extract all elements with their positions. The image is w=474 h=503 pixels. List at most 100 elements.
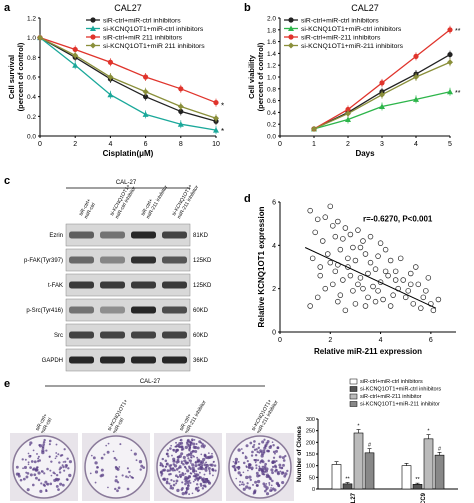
colony xyxy=(161,457,165,461)
colony xyxy=(45,449,48,452)
colony xyxy=(169,447,172,450)
colony xyxy=(140,464,144,468)
colony xyxy=(103,453,106,456)
colony xyxy=(191,463,195,467)
colony xyxy=(42,440,46,444)
colony xyxy=(66,457,69,460)
colony xyxy=(245,475,249,480)
colony xyxy=(164,465,168,468)
colony xyxy=(178,445,181,448)
scatter-point xyxy=(350,288,356,294)
colony xyxy=(253,440,256,443)
colony xyxy=(128,470,131,474)
colony xyxy=(276,446,280,450)
colony xyxy=(116,467,120,471)
scatter-point xyxy=(420,294,427,301)
colony xyxy=(250,466,254,470)
colony xyxy=(54,457,57,460)
colony xyxy=(193,455,195,458)
colony xyxy=(50,460,53,463)
colony xyxy=(194,449,198,454)
colony xyxy=(235,477,238,480)
colony xyxy=(277,484,281,488)
colony xyxy=(184,482,187,486)
data-point xyxy=(143,74,149,80)
colony xyxy=(189,468,192,471)
colony xyxy=(192,468,196,472)
colony xyxy=(281,456,285,460)
scatter-point xyxy=(350,244,356,251)
colony xyxy=(138,460,143,464)
colony xyxy=(159,464,162,467)
colony xyxy=(175,441,177,444)
colony xyxy=(186,453,190,457)
scatter-point xyxy=(307,303,313,309)
scatter-point xyxy=(362,251,369,257)
panel-letter: e xyxy=(4,378,10,390)
colony xyxy=(263,484,267,488)
legend-marker xyxy=(90,17,96,23)
colony xyxy=(214,469,217,472)
colony xyxy=(208,472,211,475)
scatter-point xyxy=(402,294,409,301)
colony xyxy=(191,492,194,495)
colony xyxy=(234,469,237,472)
colony xyxy=(112,450,115,453)
colony xyxy=(266,440,270,443)
significance-mark: * xyxy=(357,424,360,430)
colony xyxy=(177,460,180,464)
significance-mark: # xyxy=(438,446,442,452)
blot-band xyxy=(100,281,125,289)
colony xyxy=(94,461,98,465)
colony xyxy=(245,465,248,467)
colony xyxy=(37,478,41,482)
data-point xyxy=(178,86,184,92)
colony xyxy=(68,473,72,478)
colony xyxy=(202,484,205,487)
panel-letter: c xyxy=(4,175,10,187)
scatter-point xyxy=(345,264,351,270)
colony xyxy=(40,470,43,472)
y-tick-label: 0.8 xyxy=(27,55,36,62)
scatter-point xyxy=(362,303,369,309)
colony xyxy=(248,475,252,479)
y-tick-label: 0.8 xyxy=(267,86,276,93)
colony xyxy=(193,438,196,441)
colony xyxy=(258,469,261,472)
colony xyxy=(258,465,261,468)
colony xyxy=(184,479,188,483)
colony xyxy=(278,463,282,467)
colony xyxy=(237,448,241,452)
data-point xyxy=(177,103,184,110)
colony xyxy=(251,468,253,471)
significance-mark: ** xyxy=(415,477,420,483)
y-tick-label: 1.0 xyxy=(27,35,36,42)
colony xyxy=(186,438,190,442)
blot-protein-label: p-FAK(Tyr397) xyxy=(24,258,63,264)
colony xyxy=(63,469,66,472)
colony xyxy=(274,449,278,453)
colony xyxy=(135,459,138,462)
colony xyxy=(92,456,96,460)
colony xyxy=(208,471,211,473)
scatter-point xyxy=(377,279,384,285)
scatter-point xyxy=(365,294,371,301)
legend-swatch xyxy=(349,378,358,385)
colony xyxy=(242,471,245,474)
colony xyxy=(255,484,258,486)
significance-mark: ** xyxy=(345,476,350,482)
colony xyxy=(96,466,99,469)
colony xyxy=(114,465,118,469)
lane-label: siR-ctrl+miR-ctrl xyxy=(78,198,98,220)
colony xyxy=(170,444,173,447)
colony xyxy=(206,463,208,466)
panel-b-viability-chart: b CAL27 0.0 0.2 0.4 0.6 0.8 1.0 1.2 1.4 1.6 1.8 2.0 0… xyxy=(244,2,461,158)
scatter-point xyxy=(314,294,321,301)
colony xyxy=(237,465,241,469)
colony xyxy=(200,467,204,471)
colony xyxy=(250,454,254,457)
colony xyxy=(255,467,258,470)
y-tick-label: 250 xyxy=(306,429,315,435)
colony xyxy=(207,452,210,454)
scatter-point xyxy=(347,272,354,279)
